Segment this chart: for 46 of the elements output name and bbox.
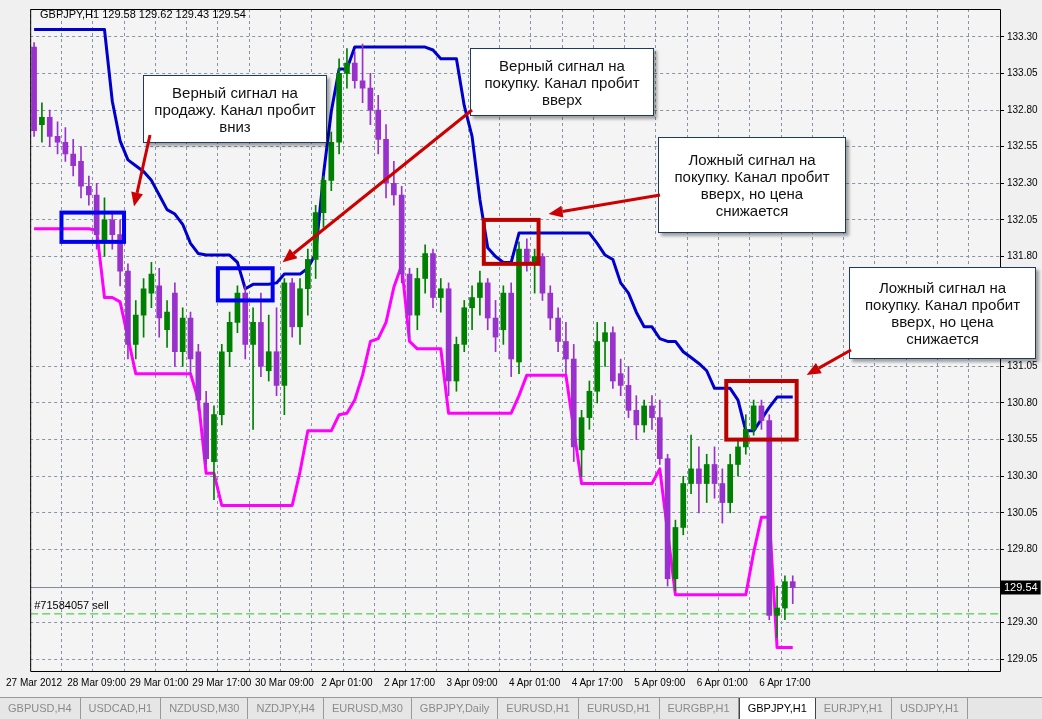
y-tick-label: 130.80 bbox=[1007, 396, 1039, 408]
text: EURUSD,H1 bbox=[578, 698, 660, 719]
x-tick-label: 2 Apr 17:00 bbox=[383, 676, 436, 688]
y-tick-label: 129.05 bbox=[1007, 653, 1039, 665]
text: EURUSD,M30 bbox=[323, 698, 412, 719]
y-tick-label: 131.05 bbox=[1007, 360, 1039, 372]
y-tick-label: 132.05 bbox=[1007, 213, 1039, 225]
text: NZDJPY,H4 bbox=[248, 698, 324, 719]
text: EURGBP,H1 bbox=[659, 698, 739, 719]
text: NZDUSD,M30 bbox=[161, 698, 249, 719]
x-tick-label: 30 Mar 09:00 bbox=[254, 676, 315, 688]
text: USDJPY,H1 bbox=[891, 698, 968, 719]
x-tick-label: 27 Mar 2012 bbox=[6, 676, 63, 688]
x-tick-label: 4 Apr 01:00 bbox=[509, 676, 561, 688]
text: EURJPY,H1 bbox=[815, 698, 892, 719]
x-tick-label: 6 Apr 01:00 bbox=[696, 676, 749, 688]
x-tick-label: 4 Apr 17:00 bbox=[571, 676, 624, 688]
y-tick-label: 129.80 bbox=[1007, 543, 1039, 555]
chart-title: GBPJPY,H1 129.58 129.62 129.43 129.54 bbox=[40, 8, 246, 20]
text: GBPUSD,H4 bbox=[0, 698, 81, 719]
annotation: Ложный сигнал на покупку. Канал пробит вверх, но цена снижается bbox=[849, 267, 1036, 359]
x-tick-label: 3 Apr 09:00 bbox=[446, 676, 499, 688]
y-tick-label: 133.30 bbox=[1007, 30, 1039, 42]
x-tick-label: 6 Apr 17:00 bbox=[759, 676, 811, 688]
x-tick-label: 29 Mar 01:00 bbox=[129, 676, 190, 688]
y-tick-label: 132.55 bbox=[1007, 140, 1039, 152]
y-tick-label: 129.30 bbox=[1007, 616, 1039, 628]
y-tick-label: 130.55 bbox=[1007, 433, 1039, 445]
y-tick-label: 132.30 bbox=[1007, 177, 1039, 189]
ref-line-label: 129.54 bbox=[1004, 580, 1038, 593]
annotation: Верный сигнал на продажу. Канал пробит вниз bbox=[143, 75, 327, 143]
y-tick-label: 133.05 bbox=[1007, 67, 1039, 79]
x-tick-label: 29 Mar 17:00 bbox=[192, 676, 252, 688]
ref-line-label: #71584057 sell bbox=[34, 598, 109, 611]
annotation: Ложный сигнал на покупку. Канал пробит вверх, но цена снижается bbox=[658, 137, 846, 233]
y-tick-label: 130.30 bbox=[1007, 469, 1039, 481]
x-tick-label: 2 Apr 01:00 bbox=[321, 676, 373, 688]
y-tick-label: 131.80 bbox=[1007, 250, 1039, 262]
text: EURUSD,H1 bbox=[498, 698, 579, 719]
annotation: Верный сигнал на покупку. Канал пробит вверх bbox=[470, 48, 654, 116]
x-tick-label: 5 Apr 09:00 bbox=[634, 676, 686, 688]
x-tick-label: 28 Mar 09:00 bbox=[67, 676, 127, 688]
y-tick-label: 130.05 bbox=[1007, 506, 1039, 518]
text: GBPJPY,Daily bbox=[411, 698, 499, 719]
y-tick-label: 132.80 bbox=[1007, 103, 1039, 115]
text: USDCAD,H1 bbox=[80, 698, 162, 719]
